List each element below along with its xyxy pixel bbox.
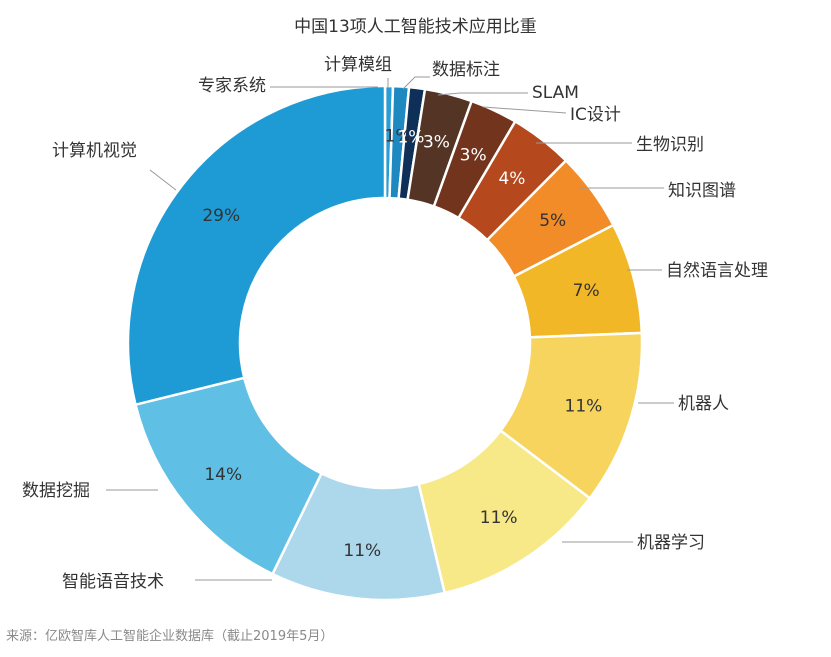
slice-value-label-2: 1% [397,128,424,148]
category-label-8: 机器人 [678,394,729,414]
leader-line-4 [482,106,567,114]
donut-slice-12 [126,84,387,407]
slice-value-label-1: 1% [385,126,412,146]
slice-value-label-10: 11% [343,541,381,561]
category-label-6: 知识图谱 [668,181,736,201]
slice-value-label-8: 11% [565,396,603,416]
category-label-10: 智能语音技术 [62,572,164,592]
slices-layer [126,84,644,602]
category-label-1: 计算模组 [324,55,392,75]
slice-value-label-6: 5% [539,211,566,231]
slice-value-label-11: 14% [204,465,242,485]
slice-value-label-3: 3% [423,132,450,152]
category-label-12: 计算机视觉 [52,141,137,161]
slice-value-label-5: 4% [498,169,525,189]
source-note: 来源：亿欧智库人工智能企业数据库（截止2019年5月） [6,629,334,644]
category-label-4: IC设计 [570,105,621,125]
labels-layer: 专家系统 1% 计算模组 1% 数据标注 3% SLAM 3% IC设计 4% 生物识别 5% 知识图谱… [22,55,768,592]
chart-title: 中国13项人工智能技术应用比重 [294,17,537,37]
leader-line-3 [437,92,528,96]
category-label-7: 自然语言处理 [666,261,768,281]
category-label-11: 数据挖掘 [22,481,90,501]
leader-line-2 [402,76,430,90]
leader-line-12 [149,169,177,191]
category-label-9: 机器学习 [637,533,705,553]
category-label-2: 数据标注 [432,60,500,80]
category-label-0: 专家系统 [198,76,266,96]
slice-value-label-9: 11% [480,508,518,528]
slice-value-label-12: 29% [202,206,240,226]
slice-value-label-7: 7% [573,281,600,301]
category-label-3: SLAM [532,83,579,103]
slice-value-label-4: 3% [460,146,487,166]
leader-lines-layer [106,76,674,581]
category-label-5: 生物识别 [636,135,704,155]
